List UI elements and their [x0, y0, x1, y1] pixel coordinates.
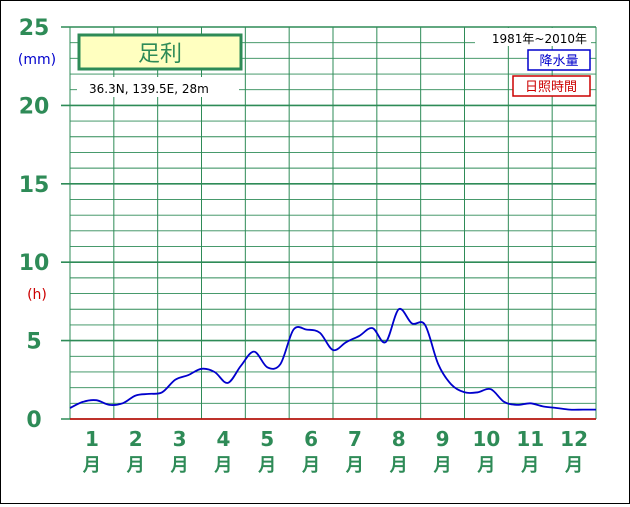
- x-tick-suffix: 月: [476, 455, 495, 476]
- y-tick-label: 20: [19, 94, 50, 119]
- x-tick-suffix: 月: [564, 455, 583, 476]
- x-tick-suffix: 月: [170, 455, 189, 476]
- y-tick-label: 0: [26, 408, 41, 433]
- y-tick-label: 5: [26, 330, 41, 355]
- legend-sunshine: 日照時間: [512, 75, 591, 97]
- series: [69, 307, 596, 420]
- x-tick-suffix: 月: [126, 455, 145, 476]
- x-tick-suffix: 月: [82, 455, 101, 476]
- x-tick-label: 6: [304, 427, 318, 451]
- y-axis-ticks: 0 5 10 15 20 25: [19, 16, 50, 433]
- x-tick-label: 8: [392, 427, 406, 451]
- station-title-box: 足利: [77, 33, 243, 71]
- legend-precip: 降水量: [527, 49, 591, 71]
- x-tick-suffix: 月: [520, 455, 539, 476]
- period-label: 1981年~2010年: [492, 32, 587, 46]
- x-tick-label: 1: [85, 427, 99, 451]
- x-tick-suffix: 月: [345, 455, 364, 476]
- x-tick-label: 9: [436, 427, 450, 451]
- x-axis-ticks: 1 月 2 月 3 月 4 月 5 月 6 月 7 月 8 月 9 月 10 月 11 月 12 月: [82, 427, 588, 476]
- x-tick-label: 3: [173, 427, 187, 451]
- legend-precip-label: 降水量: [539, 54, 578, 69]
- x-tick-label: 7: [348, 427, 362, 451]
- grid: [61, 26, 597, 420]
- y-tick-label: 10: [19, 251, 50, 276]
- station-name: 足利: [138, 42, 182, 67]
- x-tick-suffix: 月: [301, 455, 320, 476]
- y-unit-mm: (mm): [18, 52, 56, 68]
- y-unit-h: (h): [27, 287, 47, 303]
- y-tick-label: 15: [19, 173, 50, 198]
- legend-sunshine-label: 日照時間: [525, 80, 577, 95]
- x-tick-label: 5: [260, 427, 274, 451]
- station-coords: 36.3N, 139.5E, 28m: [89, 82, 209, 96]
- x-tick-label: 2: [129, 427, 143, 451]
- x-tick-label: 10: [472, 427, 500, 451]
- x-tick-suffix: 月: [257, 455, 276, 476]
- x-tick-suffix: 月: [213, 455, 232, 476]
- x-tick-suffix: 月: [389, 455, 408, 476]
- x-tick-suffix: 月: [433, 455, 452, 476]
- series-line-precip: [69, 307, 596, 411]
- x-tick-label: 12: [560, 427, 588, 451]
- y-tick-label: 25: [19, 16, 50, 41]
- x-tick-label: 4: [216, 427, 230, 451]
- x-tick-label: 11: [516, 427, 544, 451]
